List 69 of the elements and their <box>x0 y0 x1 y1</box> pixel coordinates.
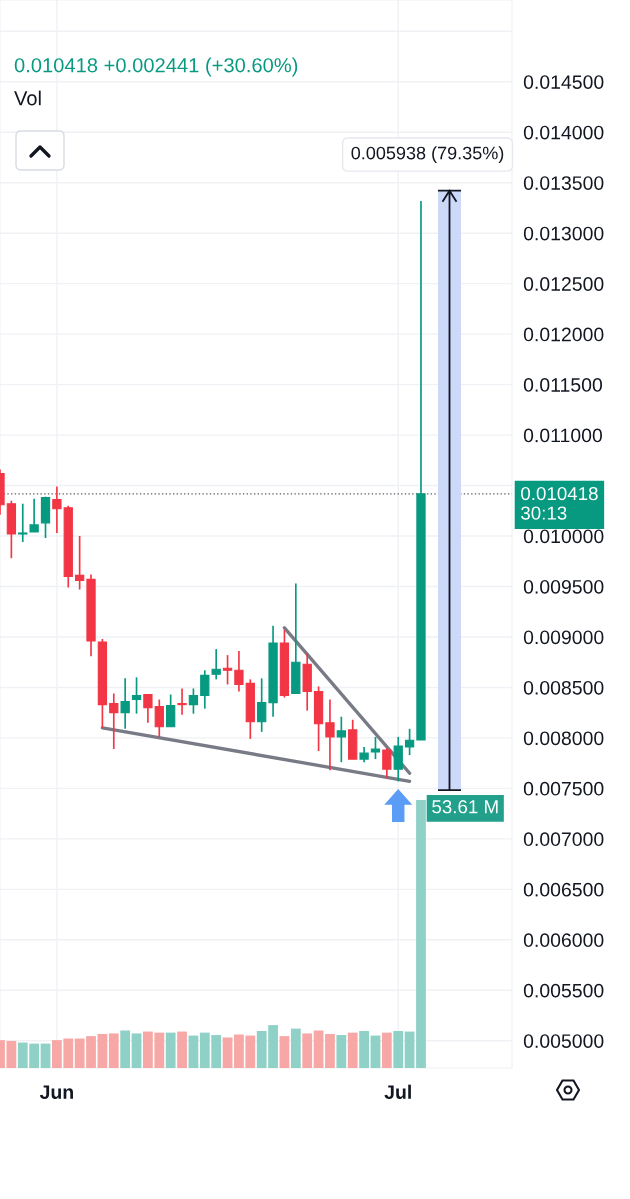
band-label: 0.005938 (79.35%) <box>351 146 504 163</box>
y-tick-label: 0.008500 <box>523 680 604 695</box>
y-tick-label: 0.014000 <box>523 125 604 140</box>
candlestick <box>234 650 244 693</box>
y-tick-label: 0.011500 <box>523 378 603 392</box>
candlestick <box>222 654 233 686</box>
bar <box>108 1033 119 1068</box>
bar <box>279 1036 290 1068</box>
bar <box>290 1028 301 1068</box>
y-tick-label: 0.012000 <box>523 327 604 342</box>
y-tick-label: 0.014500 <box>523 75 604 89</box>
candlestick <box>336 715 346 763</box>
candlestick <box>393 736 403 783</box>
candlestick <box>120 677 130 730</box>
candlestick <box>154 698 164 738</box>
candlestick <box>131 676 142 715</box>
candlestick <box>177 687 187 716</box>
bar <box>381 1032 392 1068</box>
bar <box>40 1043 51 1068</box>
bar <box>313 1030 324 1068</box>
candlestick <box>109 692 119 750</box>
candlestick <box>382 747 392 780</box>
candlestick <box>52 485 62 534</box>
y-tick-label: 0.006500 <box>523 882 604 897</box>
y-tick-label: 0.012500 <box>523 277 604 291</box>
bar <box>131 1033 142 1068</box>
bar <box>370 1035 381 1068</box>
y-tick-label: 0.011000 <box>523 428 603 443</box>
annotation: Vol <box>14 90 41 106</box>
y-tick-label: 0.007500 <box>523 781 604 796</box>
candlestick <box>200 669 210 710</box>
bar <box>404 1031 415 1068</box>
bar <box>393 1031 404 1068</box>
bar <box>359 1031 369 1068</box>
x-tick-label: Jul <box>384 1084 411 1099</box>
bar <box>347 1032 358 1068</box>
ref-line-label: 0.010418 30:13 <box>521 486 598 520</box>
bar <box>302 1033 313 1068</box>
bar <box>325 1033 335 1068</box>
candlestick <box>74 535 85 591</box>
bar <box>336 1035 347 1068</box>
candlestick <box>404 727 415 756</box>
y-tick-label: 0.005000 <box>523 1034 604 1048</box>
annotation: 53.61 M <box>432 800 498 814</box>
bar <box>120 1030 131 1068</box>
bar <box>177 1031 187 1068</box>
candlestick <box>325 698 335 772</box>
y-tick-label: 0.009000 <box>523 630 604 645</box>
candlestick <box>143 693 153 724</box>
y-tick-label: 0.013500 <box>523 176 604 190</box>
bar <box>416 800 426 1068</box>
candlestick <box>166 693 176 728</box>
candlestick <box>370 736 381 760</box>
text: 0.010418 +0.002441 (+30.60%) <box>14 57 298 77</box>
y-tick-label: 0.007000 <box>523 832 604 847</box>
x-tick-label: Jun <box>39 1085 73 1099</box>
y-tick-label: 0.009500 <box>523 579 604 594</box>
y-tick-label: 0.013000 <box>523 226 604 241</box>
y-tick-label: 0.005500 <box>523 983 604 998</box>
bar <box>222 1037 233 1068</box>
y-tick-label: 0.010000 <box>523 529 604 544</box>
candlestick <box>188 687 199 715</box>
bar <box>97 1033 108 1068</box>
bar <box>165 1032 176 1068</box>
candlestick <box>257 677 267 733</box>
candlestick <box>211 648 221 681</box>
y-tick-label: 0.008000 <box>523 731 604 746</box>
bar <box>188 1035 199 1068</box>
y-tick-label: 0.006000 <box>523 933 604 948</box>
